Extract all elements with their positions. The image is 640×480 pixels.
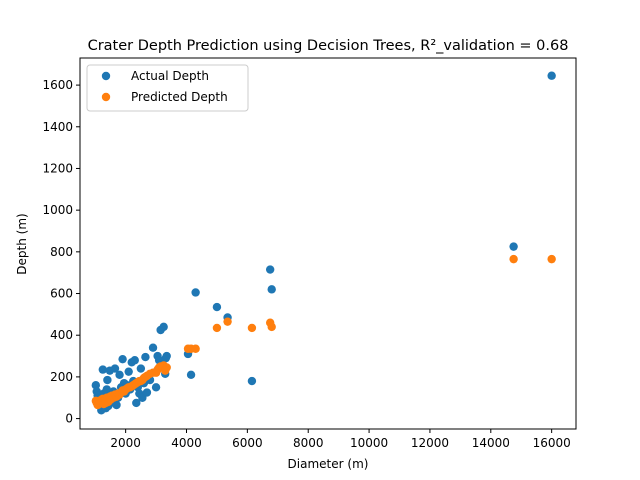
y-tick-label: 1400 [42, 120, 73, 134]
data-point [509, 242, 518, 251]
legend: Actual Depth Predicted Depth [86, 64, 249, 112]
data-point [547, 71, 556, 80]
x-tick-label: 6000 [232, 436, 263, 450]
legend-label: Actual Depth [131, 69, 209, 83]
y-tick-label: 200 [50, 370, 73, 384]
data-point [509, 254, 518, 264]
y-tick-label: 400 [50, 328, 73, 342]
data-point [547, 254, 556, 264]
data-point [110, 364, 120, 373]
legend-box [86, 64, 249, 112]
x-tick-label: 4000 [171, 436, 202, 450]
data-point [159, 322, 168, 332]
y-tick-label: 600 [50, 287, 73, 301]
legend-marker [101, 71, 111, 81]
data-point [130, 356, 139, 365]
x-axis-title: Diameter (m) [288, 457, 369, 471]
data-point [124, 367, 133, 376]
data-point [265, 265, 275, 274]
data-point [141, 352, 150, 362]
plot-frame [79, 57, 577, 430]
data-point [191, 288, 200, 297]
data-point [112, 400, 121, 410]
data-point [136, 364, 146, 373]
legend-marker [101, 92, 111, 102]
data-point [247, 323, 257, 333]
x-tick-label: 2000 [110, 436, 141, 450]
chart-title: Crater Depth Prediction using Decision T… [88, 38, 569, 54]
data-point [162, 351, 171, 361]
y-axis-title: Depth (m) [15, 213, 29, 274]
axes: 2000 4000 6000 8000 10000 12000 14000 16000 0 200… [42, 57, 577, 450]
x-tick-label: 10000 [350, 436, 388, 450]
data-point [191, 344, 200, 353]
x-tick-label: 16000 [533, 436, 571, 450]
data-point [98, 365, 108, 374]
data-point [148, 343, 158, 352]
data-point [103, 375, 112, 385]
data-point [142, 388, 152, 397]
y-tick-label: 1600 [42, 78, 73, 92]
data-point [118, 354, 127, 364]
data-point [91, 381, 101, 390]
x-tick-label: 8000 [293, 436, 324, 450]
x-tick-label: 12000 [411, 436, 449, 450]
y-tick-label: 1000 [42, 203, 73, 217]
y-tick-label: 1200 [42, 161, 73, 175]
data-point [267, 322, 276, 332]
data-point [223, 317, 232, 326]
series-predicted-depth [91, 254, 556, 410]
data-point [212, 302, 222, 312]
data-point [267, 285, 276, 294]
y-tick-label: 800 [50, 245, 73, 259]
data-point [162, 363, 171, 372]
data-point [212, 323, 222, 333]
data-point [132, 398, 141, 408]
data-point [151, 383, 161, 392]
legend-label: Predicted Depth [131, 90, 228, 104]
data-point [247, 376, 257, 386]
data-point [115, 370, 124, 380]
x-tick-label: 14000 [472, 436, 510, 450]
data-point [186, 370, 196, 380]
y-tick-label: 0 [65, 412, 73, 426]
plot-area [91, 71, 556, 415]
